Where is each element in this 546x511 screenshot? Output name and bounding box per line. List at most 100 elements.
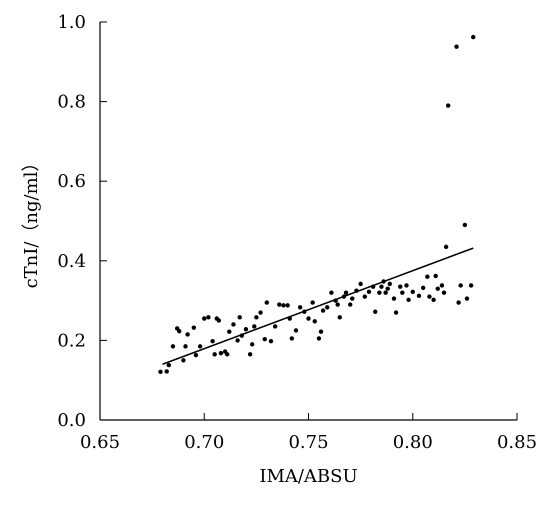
data-point (293, 328, 299, 333)
data-point (425, 274, 430, 279)
data-point (197, 344, 203, 349)
y-tick-label: 0.8 (57, 92, 86, 113)
data-point (439, 283, 445, 288)
y-tick-label: 0.6 (57, 171, 86, 192)
data-point (183, 344, 188, 349)
y-tick-label: 0.0 (57, 410, 86, 431)
ticks (99, 21, 518, 421)
data-point (387, 281, 393, 287)
data-point (193, 352, 199, 358)
x-tick-label: 0.75 (288, 432, 328, 453)
data-point (177, 329, 182, 334)
data-point (358, 281, 363, 287)
y-tick-label: 0.4 (57, 251, 86, 272)
data-point (335, 302, 340, 307)
data-point (431, 297, 436, 303)
data-point (206, 315, 211, 320)
data-point (420, 285, 426, 291)
data-point (272, 324, 278, 329)
data-point (320, 308, 326, 313)
data-point (456, 300, 461, 305)
axes (99, 22, 517, 421)
data-point (277, 302, 282, 307)
data-point (343, 290, 349, 295)
data-point (285, 303, 290, 308)
data-point (227, 329, 232, 334)
data-points (158, 34, 476, 375)
data-point (158, 369, 163, 375)
data-point (289, 336, 295, 341)
data-point (348, 302, 353, 307)
data-point (379, 284, 384, 289)
data-point (393, 310, 399, 315)
data-point (350, 296, 355, 301)
data-point (373, 309, 378, 314)
data-point (185, 332, 190, 337)
data-point (191, 325, 197, 330)
data-point (264, 300, 269, 305)
data-point (464, 296, 470, 301)
data-point (404, 283, 409, 288)
data-point (170, 344, 176, 349)
x-tick-label: 0.65 (80, 432, 120, 453)
data-point (445, 103, 451, 108)
data-point (237, 315, 242, 320)
tick-labels: 0.65 0.70 0.75 0.80 0.85 0.0 0.2 0.4 0.6 0.8 1.0 (57, 12, 537, 453)
data-point (252, 324, 257, 329)
data-point (166, 362, 172, 368)
data-point (337, 315, 342, 320)
data-point (202, 316, 207, 321)
y-tick-label: 0.2 (57, 330, 86, 351)
data-point (416, 293, 422, 299)
data-point (247, 352, 253, 357)
data-point (254, 315, 259, 320)
data-point (310, 300, 315, 305)
data-point (258, 310, 263, 315)
data-point (454, 44, 459, 49)
data-point (406, 297, 411, 303)
data-point (306, 316, 311, 321)
x-tick-label: 0.70 (184, 432, 224, 453)
data-point (212, 352, 217, 357)
x-axis-title: IMA/ABSU (259, 466, 357, 487)
y-axis-title: cTnI/（ng/ml） (21, 154, 42, 289)
data-point (468, 283, 474, 288)
data-point (391, 296, 397, 301)
y-tick-label: 1.0 (57, 12, 86, 33)
data-point (435, 286, 440, 291)
data-point (231, 322, 236, 327)
data-point (362, 294, 367, 299)
trend-line (162, 247, 474, 366)
data-point (400, 290, 405, 295)
data-point (181, 358, 186, 363)
data-point (377, 290, 382, 295)
data-point (443, 244, 449, 250)
x-tick-label: 0.80 (393, 432, 433, 453)
data-point (383, 290, 388, 295)
data-point (243, 327, 249, 332)
data-point (325, 305, 330, 310)
data-point (210, 338, 215, 344)
x-tick-label: 0.85 (497, 432, 537, 453)
data-point (218, 350, 224, 356)
data-point (268, 338, 274, 344)
data-point (297, 305, 303, 310)
data-point (262, 337, 267, 342)
data-point (318, 329, 324, 334)
data-point (366, 289, 372, 295)
data-point (410, 289, 415, 295)
data-point (462, 222, 468, 228)
data-point (164, 369, 169, 374)
data-point (281, 303, 286, 308)
data-point (471, 34, 476, 40)
data-point (385, 286, 390, 291)
data-point (441, 290, 447, 295)
data-point (398, 284, 403, 289)
data-point (427, 294, 432, 299)
data-point (235, 338, 240, 343)
data-point (224, 352, 230, 357)
data-point (433, 273, 438, 279)
data-point (316, 336, 322, 341)
data-point (312, 319, 317, 324)
